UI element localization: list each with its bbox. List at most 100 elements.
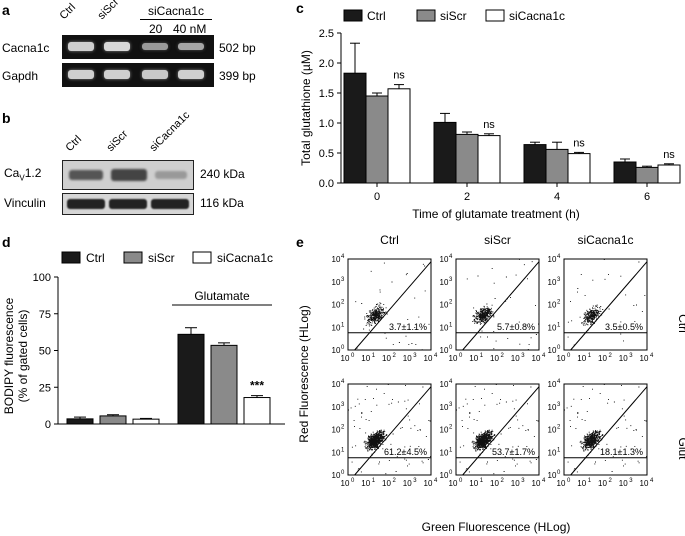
x-tick-label: 10 xyxy=(619,479,628,488)
y-tick-exponent: 3 xyxy=(341,402,345,408)
legend-label-sicacna1c: siCacna1c xyxy=(509,9,565,23)
dose-label-40: 40 nM xyxy=(173,22,207,36)
x-tick-label: 10 xyxy=(490,479,499,488)
ns-annotation: ns xyxy=(483,119,495,131)
x-tick-label: 10 xyxy=(598,354,607,363)
x-tick-label: 10 xyxy=(449,354,458,363)
y-tick-exponent: 2 xyxy=(341,300,345,306)
x-tick-exponent: 0 xyxy=(459,478,463,484)
bar-sicacna1c-t6 xyxy=(657,164,681,184)
gated-percentage: 3.7±1.1% xyxy=(389,322,427,332)
dot-plot-glut-sicacna1c: 18.1±1.3%10 010 010 110 110 210 210 310 310 410 4 xyxy=(548,379,654,488)
lane-label-ctrl: Ctrl xyxy=(57,1,79,23)
events-dots xyxy=(564,384,647,473)
gel-band xyxy=(68,42,94,51)
y-tick-exponent: 2 xyxy=(341,425,345,431)
wb-lane-label-siscr: siScr xyxy=(104,128,131,154)
bar-ctrl-t0 xyxy=(343,72,367,184)
plot-frame xyxy=(563,383,648,476)
x-tick-label: 10 xyxy=(403,354,412,363)
x-tick-label: 10 xyxy=(577,354,586,363)
bar-sicacna1c-t2 xyxy=(477,135,501,184)
legend-label-ctrl: Ctrl xyxy=(86,251,105,265)
gel-band xyxy=(104,70,130,79)
legend-label-sicacna1c: siCacna1c xyxy=(217,251,273,265)
y-tick-label: 10 xyxy=(332,323,341,332)
x-tick-label: 6 xyxy=(644,191,650,203)
size-label-240kda: 240 kDa xyxy=(200,167,245,181)
x-tick-exponent: 4 xyxy=(434,353,438,359)
x-tick-label: 10 xyxy=(640,479,649,488)
x-tick-exponent: 2 xyxy=(501,353,505,359)
events-dots xyxy=(355,262,430,351)
y-tick-label: 10 xyxy=(440,346,449,355)
legend-label-siscr: siScr xyxy=(148,251,175,265)
x-tick-label: 10 xyxy=(341,354,350,363)
bar-sicacna1c-t4 xyxy=(567,153,591,184)
y-tick-label: 10 xyxy=(548,471,557,480)
y-tick-exponent: 2 xyxy=(449,300,453,306)
dot-plot-ctrl-sicacna1c: 3.5±0.5%10 010 010 110 110 210 210 310 310 410 4 xyxy=(548,254,654,363)
y-tick-exponent: 3 xyxy=(449,277,453,283)
dot-plot-glut-siscr: 53.7±1.7%10 010 010 110 110 210 210 310 310 410 4 xyxy=(440,379,546,488)
x-tick-exponent: 3 xyxy=(629,353,633,359)
y-tick-label: 10 xyxy=(332,278,341,287)
x-tick-exponent: 4 xyxy=(542,353,546,359)
gel-band xyxy=(68,70,94,79)
y-tick-label: 0.5 xyxy=(319,148,334,160)
y-tick-label: 10 xyxy=(332,426,341,435)
group-bracket-line xyxy=(140,19,212,20)
x-tick-exponent: 1 xyxy=(372,478,376,484)
gene-label-cacna1c: Cacna1c xyxy=(2,41,50,55)
plot-frame xyxy=(455,258,540,351)
events-dots xyxy=(466,258,539,350)
panel-label-b: b xyxy=(2,110,11,126)
y-tick-label: 10 xyxy=(548,448,557,457)
y-tick-exponent: 2 xyxy=(449,425,453,431)
bar-sicacna1c-group1 xyxy=(243,397,271,425)
x-tick-exponent: 3 xyxy=(521,478,525,484)
events-dots xyxy=(567,259,646,346)
y-tick-exponent: 4 xyxy=(449,254,453,260)
gel-band xyxy=(142,43,168,50)
x-tick-label: 2 xyxy=(464,191,470,203)
gated-percentage: 18.1±1.3% xyxy=(600,447,643,457)
significance-annotation: *** xyxy=(250,379,264,393)
y-tick-exponent: 0 xyxy=(341,345,345,351)
y-tick-label: 0.0 xyxy=(319,178,334,190)
y-tick-label: 100 xyxy=(33,272,51,284)
y-tick-exponent: 3 xyxy=(557,277,561,283)
y-tick-label: 10 xyxy=(332,380,341,389)
x-tick-label: 10 xyxy=(490,354,499,363)
y-tick-exponent: 4 xyxy=(449,379,453,385)
x-tick-label: 10 xyxy=(424,479,433,488)
column-header: siCacna1c xyxy=(577,234,633,247)
gel-band xyxy=(142,70,168,79)
x-tick-exponent: 0 xyxy=(351,478,355,484)
wb-band xyxy=(109,199,147,209)
bar-ctrl-t4 xyxy=(523,144,547,184)
y-tick-label: 10 xyxy=(440,255,449,264)
glutamate-group-label: Glutamate xyxy=(194,289,250,303)
dot-plot-ctrl-ctrl: 3.7±1.1%10 010 010 110 110 210 210 310 310 410 4 xyxy=(332,254,438,363)
gate-diagonal xyxy=(354,261,432,351)
y-tick-label: 10 xyxy=(332,403,341,412)
x-tick-label: 10 xyxy=(382,354,391,363)
gel-band xyxy=(178,70,204,79)
plot-frame xyxy=(563,258,648,351)
legend-label-ctrl: Ctrl xyxy=(367,9,386,23)
y-tick-label: 10 xyxy=(440,471,449,480)
legend-label-siscr: siScr xyxy=(440,9,467,23)
y-tick-label: 10 xyxy=(440,426,449,435)
bar-siscr-group0 xyxy=(99,415,127,425)
x-tick-label: 10 xyxy=(557,354,566,363)
x-tick-label: 10 xyxy=(557,479,566,488)
bar-ctrl-t6 xyxy=(613,161,637,184)
y-tick-label: 10 xyxy=(440,403,449,412)
wb-lane-label-sicacna1c: siCacna1c xyxy=(147,109,193,154)
x-tick-exponent: 1 xyxy=(480,353,484,359)
x-tick-exponent: 4 xyxy=(650,353,654,359)
y-tick-exponent: 4 xyxy=(341,254,345,260)
x-tick-exponent: 0 xyxy=(567,478,571,484)
y-tick-exponent: 1 xyxy=(449,322,453,328)
